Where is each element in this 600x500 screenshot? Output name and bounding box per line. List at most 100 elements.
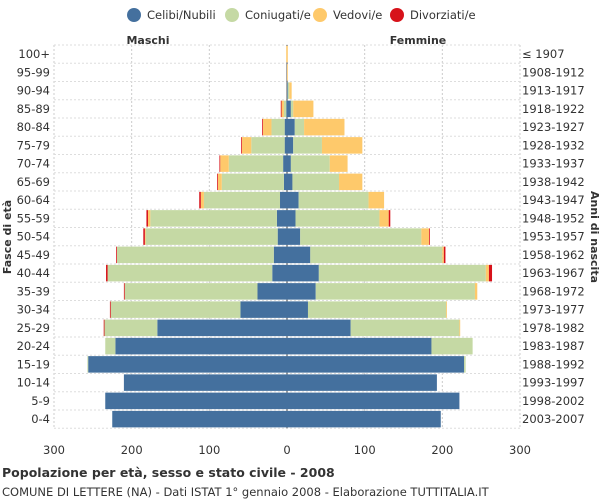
bar-male-divorziati-e-60-64	[199, 191, 201, 209]
bar-male-coniugati-e-20-24	[105, 337, 116, 355]
bar-male-celibi-nubili-70-74	[283, 155, 287, 172]
birth-year-label: 1978-1982	[522, 321, 585, 335]
legend-swatch-celibi	[127, 8, 141, 22]
bar-male-celibi-nubili-45-49	[273, 246, 287, 264]
bar-male-vedovi-e-60-64	[200, 191, 204, 209]
legend-label-coniugati: Coniugati/e	[245, 8, 311, 22]
bar-female-vedovi-e-35-39	[474, 283, 478, 300]
x-axis-tick-labels: 300 200 100 0 100 200 300	[43, 443, 531, 457]
birth-year-label: 1918-1922	[522, 102, 585, 116]
age-label: 0-4	[31, 412, 50, 426]
bar-female-coniugati-e-55-59	[295, 210, 380, 227]
bar-male-divorziati-e-75-79	[241, 137, 242, 154]
bar-male-celibi-nubili-85-89	[286, 100, 287, 118]
bar-male-celibi-nubili-10-14	[123, 374, 288, 391]
bar-female-celibi-nubili-80-84	[287, 118, 295, 136]
age-label: 90-94	[17, 84, 50, 98]
bar-female-vedovi-e-60-64	[368, 191, 385, 209]
birth-year-label: 1983-1987	[522, 339, 585, 353]
birth-year-label: 1938-1942	[522, 175, 585, 189]
bar-female-coniugati-e-50-54	[300, 228, 422, 245]
bar-male-vedovi-e-85-89	[281, 100, 284, 118]
bar-male-coniugati-e-85-89	[283, 100, 287, 118]
bar-female-coniugati-e-15-19	[464, 356, 466, 373]
bar-female-celibi-nubili-5-9	[287, 392, 460, 410]
age-label: 95-99	[17, 65, 50, 79]
birth-year-label: 1973-1977	[522, 303, 585, 317]
birth-year-label: 1928-1932	[522, 138, 585, 152]
legend-label-celibi: Celibi/Nubili	[147, 8, 216, 22]
bar-female-divorziati-e-55-59	[388, 210, 391, 227]
bar-male-coniugati-e-75-79	[251, 137, 285, 154]
bar-female-celibi-nubili-20-24	[287, 337, 432, 355]
bar-female-celibi-nubili-10-14	[287, 374, 437, 391]
bar-male-celibi-nubili-75-79	[284, 137, 287, 154]
bar-female-vedovi-e-85-89	[293, 100, 314, 118]
age-label: 10-14	[17, 376, 50, 390]
bar-female-coniugati-e-65-69	[292, 173, 340, 191]
bar-male-celibi-nubili-55-59	[276, 210, 287, 227]
bar-female-celibi-nubili-45-49	[287, 246, 311, 264]
bar-female-celibi-nubili-30-34	[287, 301, 308, 318]
bar-female-vedovi-e-80-84	[304, 118, 345, 136]
birth-year-label: 2003-2007	[522, 412, 585, 426]
bar-female-vedovi-e-40-44	[485, 264, 489, 282]
bar-male-divorziati-e-45-49	[116, 246, 117, 264]
bar-male-coniugati-e-25-29	[104, 319, 158, 337]
bar-male-celibi-nubili-30-34	[240, 301, 287, 318]
legend-item-coniugati: Coniugati/e	[225, 8, 311, 22]
bar-male-divorziati-e-55-59	[146, 210, 148, 227]
bar-female-coniugati-e-80-84	[294, 118, 305, 136]
bar-male-coniugati-e-70-74	[228, 155, 284, 172]
bar-male-vedovi-e-80-84	[262, 118, 272, 136]
bar-male-celibi-nubili-60-64	[280, 191, 287, 209]
bar-male-divorziati-e-35-39	[123, 283, 125, 300]
birth-year-label: 1968-1972	[522, 284, 585, 298]
bar-female-celibi-nubili-35-39	[287, 283, 316, 300]
bar-female-coniugati-e-70-74	[290, 155, 330, 172]
bar-male-celibi-nubili-5-9	[105, 392, 287, 410]
birth-year-label: 1988-1992	[522, 357, 585, 371]
bar-male-coniugati-e-45-49	[116, 246, 274, 264]
age-label: 40-44	[17, 266, 50, 280]
bar-male-celibi-nubili-40-44	[272, 264, 287, 282]
age-label: 45-49	[17, 248, 50, 262]
bar-female-celibi-nubili-65-69	[287, 173, 293, 191]
bars	[87, 45, 493, 428]
bar-female-coniugati-e-60-64	[298, 191, 369, 209]
bar-male-vedovi-e-55-59	[147, 210, 151, 227]
bar-female-celibi-nubili-75-79	[287, 137, 294, 154]
bar-female-vedovi-e-90-94	[289, 82, 292, 99]
age-label: 20-24	[17, 339, 50, 353]
legend-label-divorziati: Divorziati/e	[410, 8, 476, 22]
bar-female-coniugati-e-85-89	[290, 100, 294, 118]
bar-male-celibi-nubili-25-29	[157, 319, 287, 337]
x-tick-label: 300	[43, 443, 65, 457]
age-label: 65-69	[17, 175, 50, 189]
bar-female-vedovi-e-55-59	[379, 210, 389, 227]
legend-swatch-coniugati	[225, 8, 239, 22]
bar-male-divorziati-e-65-69	[217, 173, 218, 191]
birth-year-label: 1913-1917	[522, 84, 585, 98]
age-label: 60-64	[17, 193, 50, 207]
bar-male-celibi-nubili-15-19	[88, 356, 287, 373]
bar-male-coniugati-e-35-39	[124, 283, 258, 300]
age-label: 5-9	[31, 394, 50, 408]
legend-item-divorziati: Divorziati/e	[390, 8, 476, 22]
birth-year-label: 1908-1912	[522, 65, 585, 79]
birth-year-label: 1993-1997	[522, 376, 585, 390]
bar-female-celibi-nubili-50-54	[287, 228, 301, 245]
x-tick-label: 300	[509, 443, 531, 457]
legend-swatch-vedovi	[313, 8, 327, 22]
bar-male-divorziati-e-40-44	[106, 264, 108, 282]
birth-year-label: 1943-1947	[522, 193, 585, 207]
bar-male-coniugati-e-40-44	[107, 264, 273, 282]
bar-female-vedovi-e-65-69	[339, 173, 363, 191]
bar-male-celibi-nubili-0-4	[112, 410, 287, 428]
x-tick-label: 0	[283, 443, 290, 457]
bar-female-celibi-nubili-25-29	[287, 319, 351, 337]
bar-male-divorziati-e-30-34	[109, 301, 111, 318]
birth-year-label: 1948-1952	[522, 211, 585, 225]
bar-female-celibi-nubili-85-89	[287, 100, 291, 118]
